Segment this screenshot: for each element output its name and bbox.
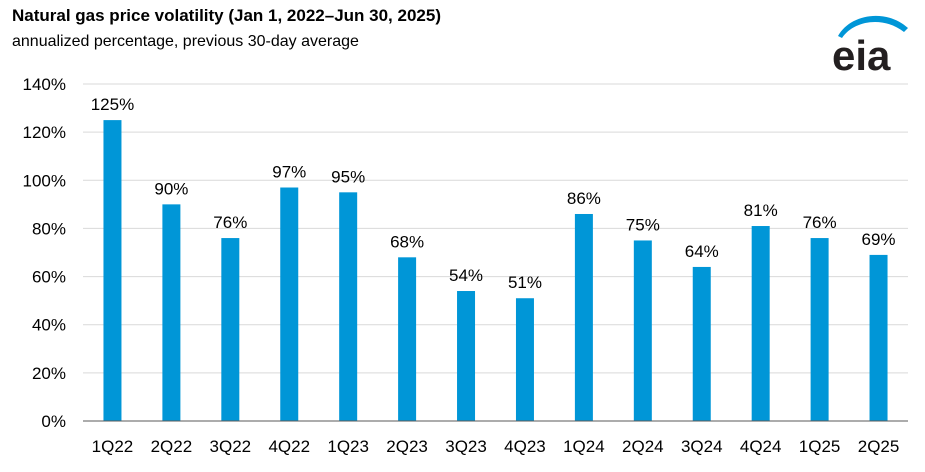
bar-2Q23 bbox=[398, 257, 417, 421]
gridlines bbox=[83, 83, 908, 374]
bar-1Q24 bbox=[574, 213, 593, 421]
y-axis-tick-labels: 0% 20% 40% 60% 80% 100% 120% 140% bbox=[23, 75, 66, 431]
y-tick-label: 0% bbox=[41, 412, 66, 431]
bar-2Q24 bbox=[633, 240, 652, 421]
x-tick-label: 4Q23 bbox=[504, 437, 546, 456]
x-tick-label: 3Q23 bbox=[445, 437, 487, 456]
bar-4Q23 bbox=[515, 298, 534, 421]
value-label: 76% bbox=[213, 213, 247, 232]
bar-1Q25 bbox=[810, 238, 829, 421]
value-label: 69% bbox=[862, 230, 896, 249]
x-tick-label: 2Q24 bbox=[622, 437, 664, 456]
x-tick-label: 2Q22 bbox=[151, 437, 193, 456]
value-label: 95% bbox=[331, 167, 365, 186]
x-tick-label: 2Q25 bbox=[858, 437, 900, 456]
bar-3Q24 bbox=[692, 266, 711, 421]
bars bbox=[103, 120, 888, 421]
bar-3Q23 bbox=[457, 291, 476, 421]
bar-4Q24 bbox=[751, 226, 770, 421]
x-tick-label: 1Q23 bbox=[327, 437, 369, 456]
eia-logo-text: eia bbox=[832, 32, 891, 76]
chart-subtitle: annualized percentage, previous 30-day a… bbox=[12, 33, 359, 50]
value-label: 86% bbox=[567, 189, 601, 208]
value-labels: 125% 90% 76% 97% 95% 68% 54% 51% 86% 75% 64% 81% 76%… bbox=[91, 95, 896, 292]
x-tick-label: 1Q24 bbox=[563, 437, 605, 456]
bar-1Q23 bbox=[339, 192, 358, 421]
y-tick-label: 60% bbox=[32, 268, 66, 287]
value-label: 76% bbox=[803, 213, 837, 232]
value-label: 90% bbox=[154, 179, 188, 198]
x-tick-label: 3Q24 bbox=[681, 437, 723, 456]
y-tick-label: 140% bbox=[23, 75, 66, 94]
y-tick-label: 20% bbox=[32, 364, 66, 383]
x-tick-label: 2Q23 bbox=[386, 437, 428, 456]
bar-1Q22 bbox=[103, 120, 122, 421]
x-tick-label: 1Q22 bbox=[92, 437, 134, 456]
value-label: 51% bbox=[508, 273, 542, 292]
chart-title: Natural gas price volatility (Jan 1, 202… bbox=[12, 6, 441, 25]
x-tick-label: 4Q24 bbox=[740, 437, 782, 456]
y-tick-label: 80% bbox=[32, 219, 66, 238]
eia-logo-arc bbox=[838, 15, 908, 38]
x-tick-label: 1Q25 bbox=[799, 437, 841, 456]
value-label: 68% bbox=[390, 232, 424, 251]
value-label: 125% bbox=[91, 95, 134, 114]
y-tick-label: 100% bbox=[23, 171, 66, 190]
bar-4Q22 bbox=[280, 187, 299, 421]
bar-2Q25 bbox=[869, 254, 888, 421]
value-label: 97% bbox=[272, 163, 306, 182]
value-label: 81% bbox=[744, 201, 778, 220]
bar-3Q22 bbox=[221, 238, 240, 421]
y-tick-label: 40% bbox=[32, 316, 66, 335]
value-label: 54% bbox=[449, 266, 483, 285]
x-axis-tick-labels: 1Q22 2Q22 3Q22 4Q22 1Q23 2Q23 3Q23 4Q23 1Q24 2Q24… bbox=[92, 437, 900, 456]
eia-logo-icon: eia bbox=[832, 15, 908, 76]
y-tick-label: 120% bbox=[23, 123, 66, 142]
bar-2Q22 bbox=[162, 204, 181, 421]
x-tick-label: 3Q22 bbox=[210, 437, 252, 456]
x-tick-label: 4Q22 bbox=[268, 437, 310, 456]
value-label: 75% bbox=[626, 215, 660, 234]
value-label: 64% bbox=[685, 242, 719, 261]
